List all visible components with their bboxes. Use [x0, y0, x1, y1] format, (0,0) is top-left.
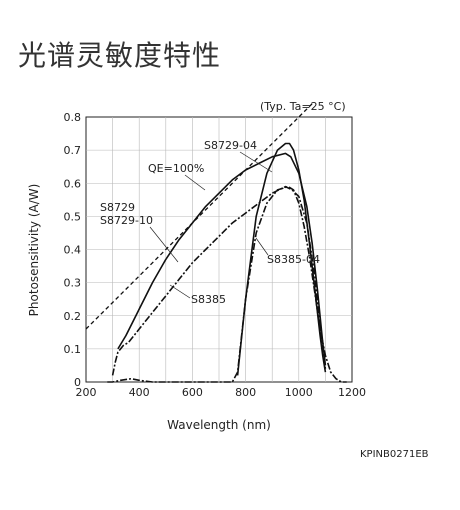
leader-s8385 — [169, 284, 191, 299]
y-tick-label: 0.4 — [64, 244, 82, 257]
series-line-s8385-04 — [107, 185, 347, 383]
series-group — [85, 103, 347, 383]
y-tick-label: 0.8 — [64, 111, 82, 124]
label-s8729-10: S8729-10 — [100, 214, 153, 227]
y-tick-label: 0.2 — [64, 310, 82, 323]
y-axis-label: Photosensitivity (A/W) — [27, 184, 41, 317]
leader-s8729-04 — [239, 151, 273, 173]
label-s8729: S8729 — [100, 201, 135, 214]
series-line-s8729 — [117, 152, 327, 366]
label-qe100: QE=100% — [148, 162, 204, 175]
x-tick-label: 1200 — [338, 386, 366, 399]
chart-title: 光谱灵敏度特性 — [18, 39, 222, 72]
y-tick-label: 0.1 — [64, 343, 82, 356]
x-tick-label: 600 — [182, 386, 203, 399]
y-tick-label: 0.7 — [64, 144, 82, 157]
x-tick-label: 400 — [129, 386, 150, 399]
x-axis-label: Wavelength (nm) — [167, 418, 271, 432]
y-tick-label: 0.5 — [64, 210, 82, 223]
series-line-s8385 — [111, 185, 327, 376]
x-tick-label: 800 — [235, 386, 256, 399]
figure-code: KPINB0271EB — [360, 449, 429, 460]
label-s8385-04: S8385-04 — [267, 253, 320, 266]
y-tick-label: 0.3 — [64, 277, 82, 290]
leader-s8385-04 — [255, 237, 269, 256]
axis-ticks: 200 400 600 800 1000 1200 0 0.1 0.2 0.3 0.4 0.5 0.6 0… — [64, 111, 367, 399]
y-tick-label: 0.6 — [64, 177, 82, 190]
grid — [86, 117, 352, 382]
leader-s8729 — [149, 226, 179, 263]
label-s8729-04: S8729-04 — [204, 139, 257, 152]
label-s8385: S8385 — [191, 293, 226, 306]
x-tick-label: 200 — [76, 386, 97, 399]
y-tick-label: 0 — [74, 376, 81, 389]
note-label: (Typ. Ta=25 °C) — [260, 100, 346, 113]
leader-qe100 — [184, 174, 206, 191]
x-tick-label: 1000 — [285, 386, 313, 399]
